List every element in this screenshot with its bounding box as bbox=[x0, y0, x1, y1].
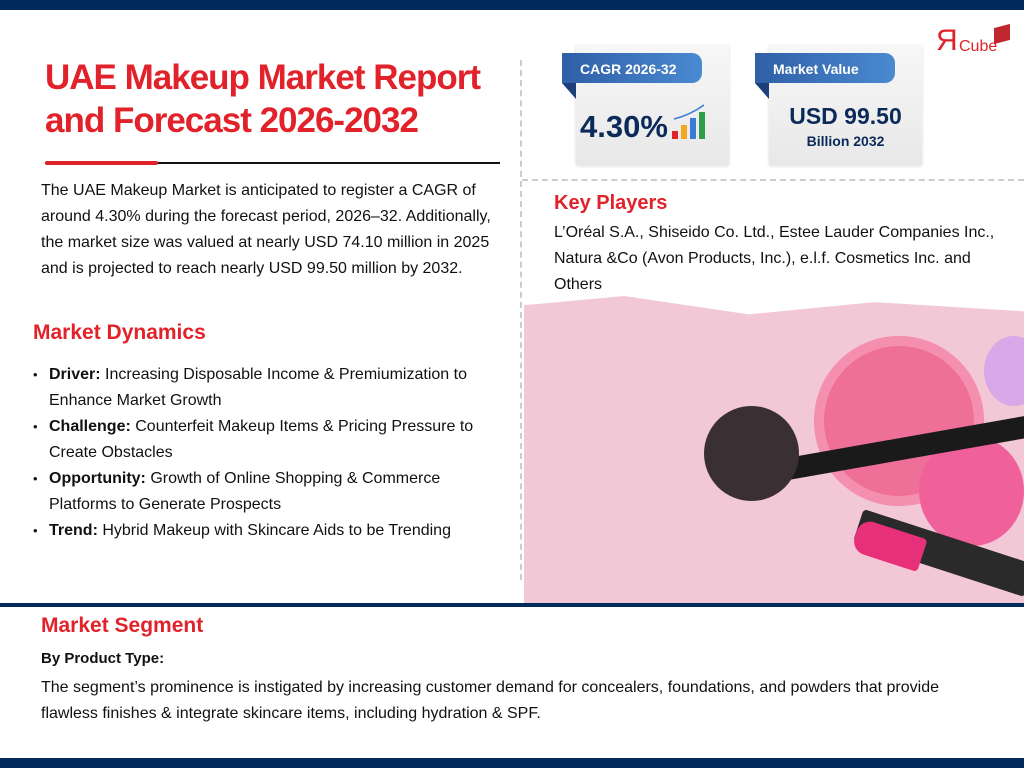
list-item: Driver: Increasing Disposable Income & P… bbox=[33, 362, 503, 414]
list-item: Trend: Hybrid Makeup with Skincare Aids … bbox=[33, 518, 503, 544]
list-item: Opportunity: Growth of Online Shopping &… bbox=[33, 466, 503, 518]
segment-subheading: By Product Type: bbox=[41, 650, 165, 667]
top-bar bbox=[0, 0, 1024, 10]
market-value-card: Market Value USD 99.50 Billion 2032 bbox=[755, 45, 922, 165]
dynamics-heading: Market Dynamics bbox=[33, 321, 206, 344]
divider bbox=[522, 179, 1024, 181]
key-players-text: L’Oréal S.A., Shiseido Co. Ltd., Estee L… bbox=[554, 224, 995, 293]
segment-heading: Market Segment bbox=[41, 614, 204, 637]
market-value-sub: Billion 2032 bbox=[806, 133, 885, 149]
intro-text: The UAE Makeup Market is anticipated to … bbox=[41, 182, 491, 277]
growth-chart-icon bbox=[672, 104, 705, 139]
makeup-photo bbox=[524, 296, 1024, 603]
title-underline bbox=[45, 161, 500, 165]
key-players-heading: Key Players bbox=[554, 192, 668, 214]
market-value: USD 99.50 bbox=[789, 103, 902, 129]
segment-text: The segment’s prominence is instigated b… bbox=[41, 679, 939, 722]
cube-icon bbox=[994, 23, 1010, 45]
cagr-card: CAGR 2026-32 4.30% bbox=[562, 45, 729, 165]
divider bbox=[520, 60, 522, 580]
page-title: UAE Makeup Market Report and Forecast 202… bbox=[45, 58, 481, 140]
section-divider bbox=[0, 603, 1024, 607]
list-item: Challenge: Counterfeit Makeup Items & Pr… bbox=[33, 414, 503, 466]
market-value-label: Market Value bbox=[755, 53, 895, 99]
bottom-bar bbox=[0, 758, 1024, 768]
cagr-value: 4.30% bbox=[580, 109, 668, 144]
brand-logo: Я Cube bbox=[934, 23, 1014, 60]
dynamics-list: Driver: Increasing Disposable Income & P… bbox=[33, 362, 503, 544]
cagr-label: CAGR 2026-32 bbox=[562, 53, 702, 99]
